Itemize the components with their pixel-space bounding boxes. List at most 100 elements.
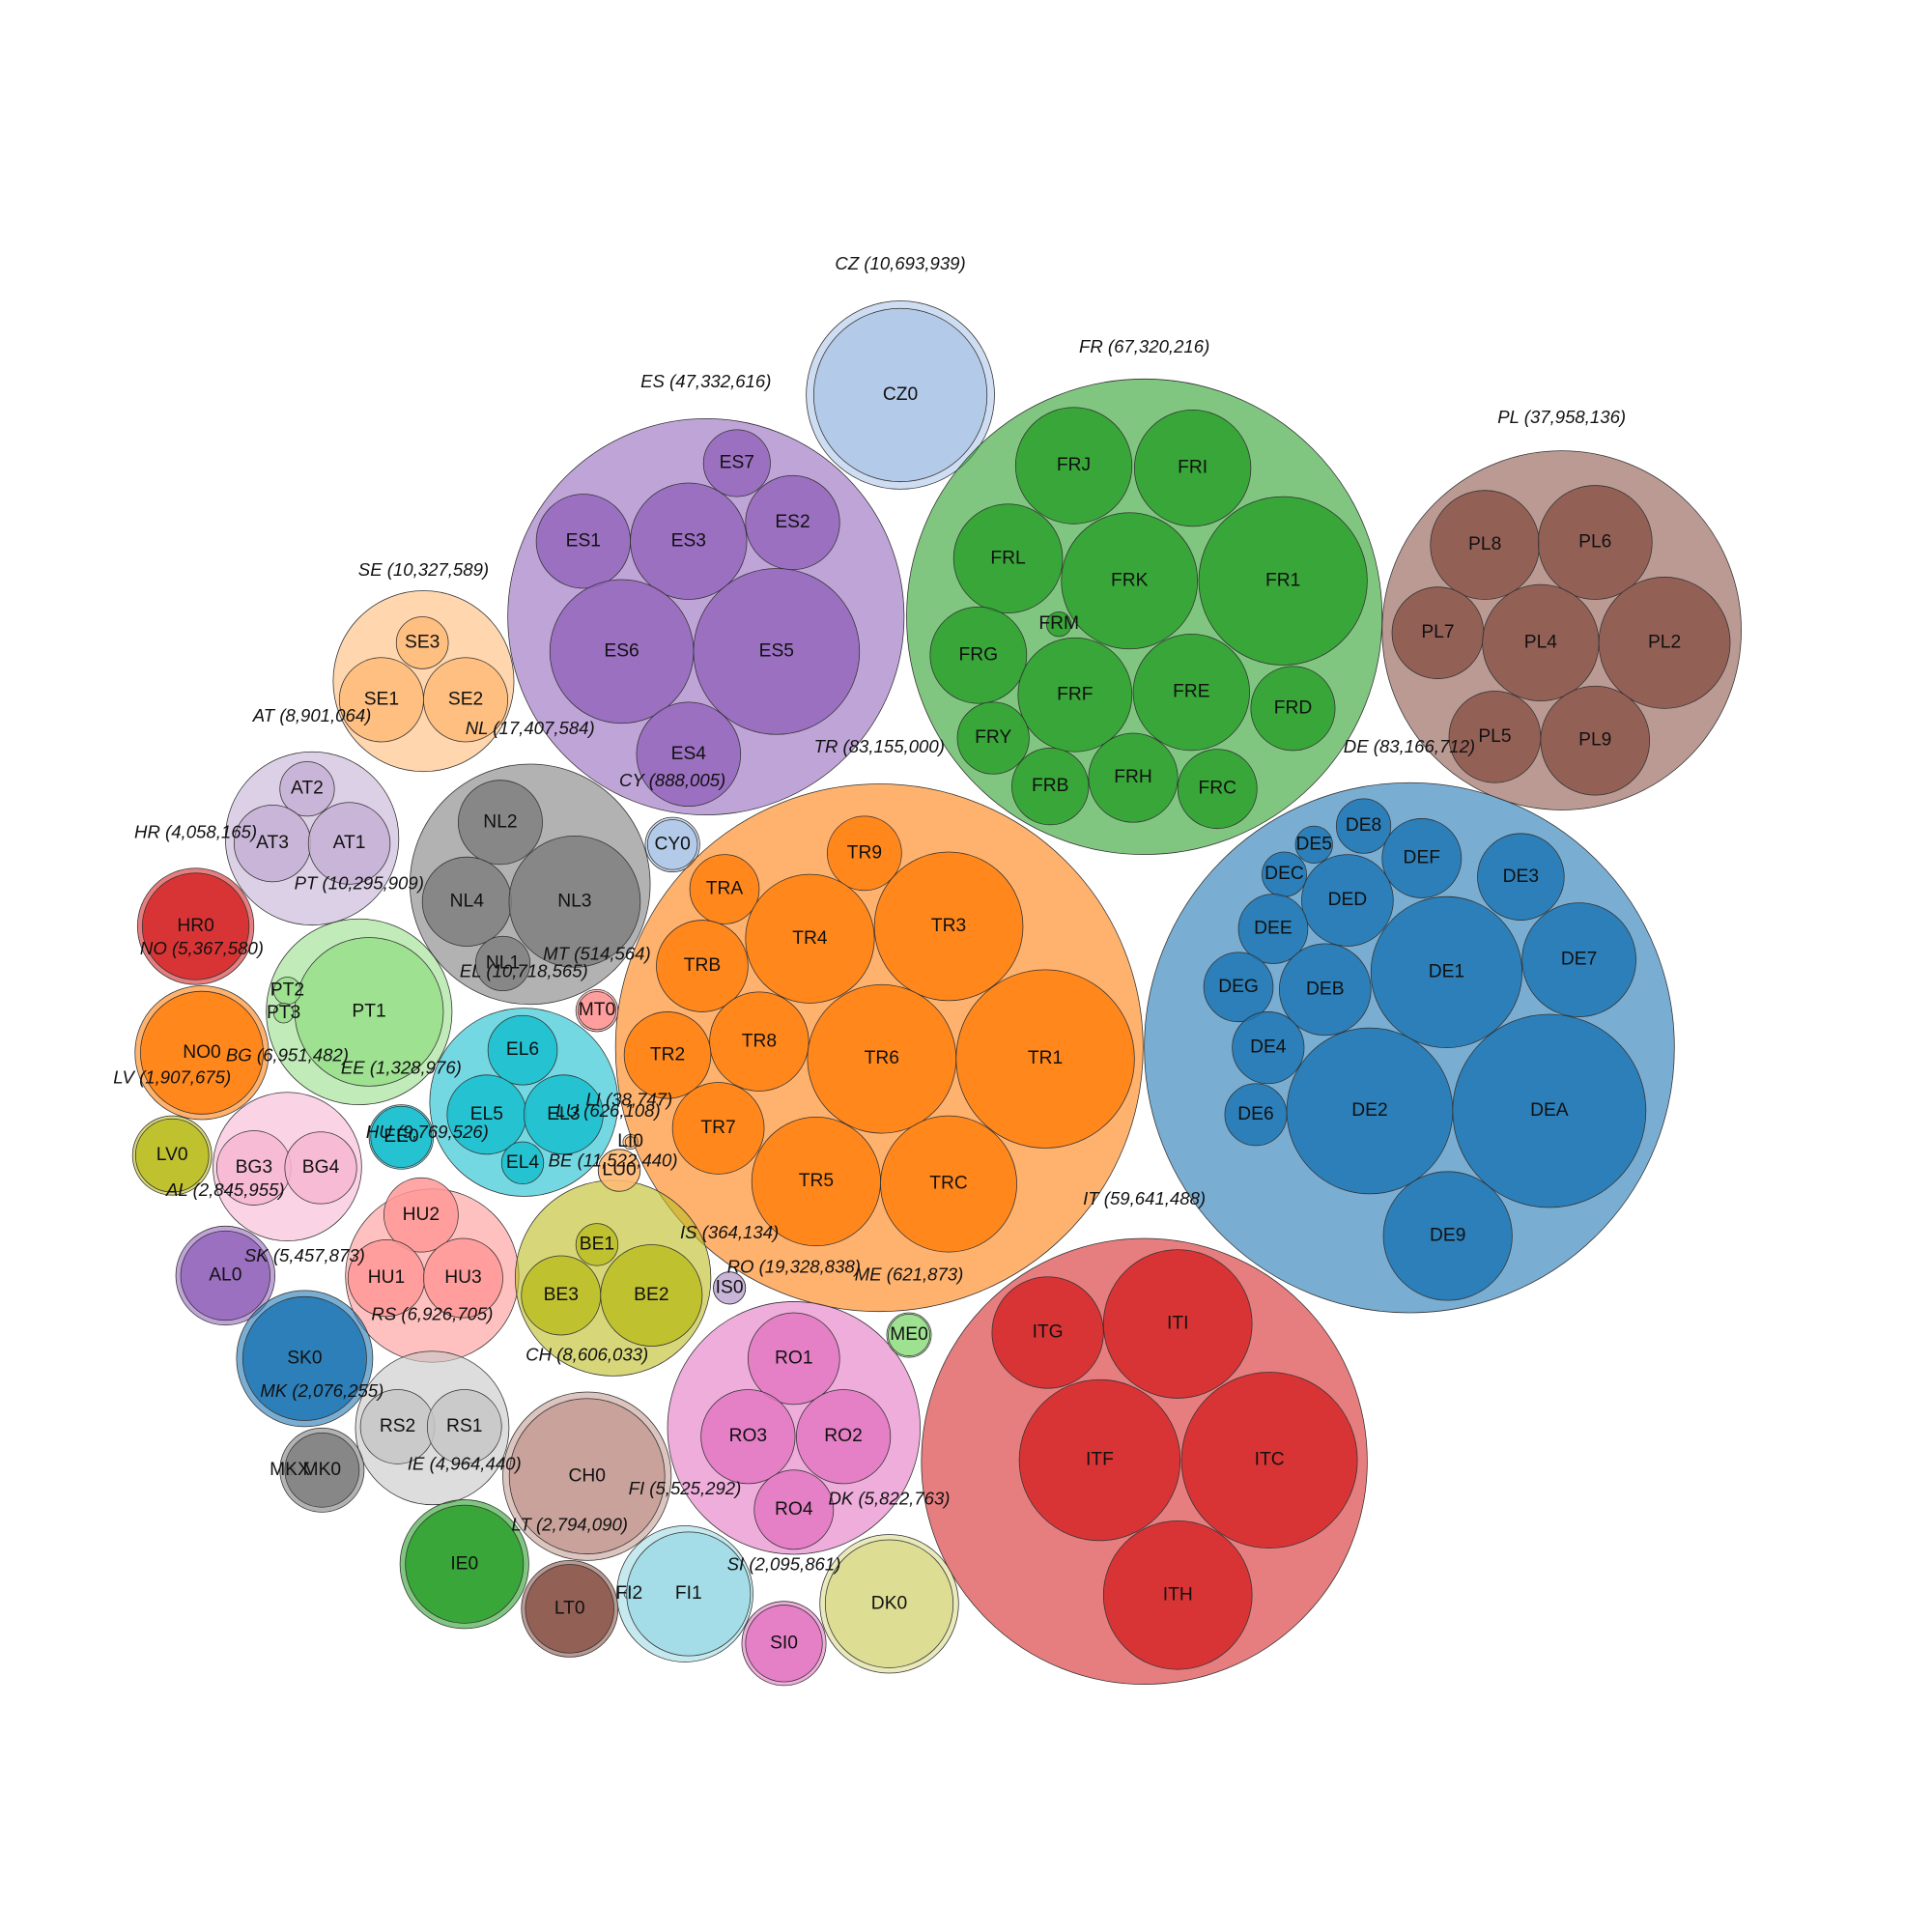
region-bubble bbox=[1335, 798, 1392, 854]
region-label: BG3 bbox=[236, 1157, 272, 1178]
region-bubble bbox=[141, 872, 250, 980]
region-bubble bbox=[1301, 854, 1394, 947]
region-label: ES1 bbox=[566, 530, 601, 551]
region-label: AL0 bbox=[209, 1265, 242, 1286]
region-label: MK0 bbox=[303, 1460, 342, 1480]
region-bubble bbox=[955, 969, 1135, 1149]
region-bubble bbox=[630, 482, 748, 600]
region-label: EL4 bbox=[506, 1152, 540, 1173]
region-label: CZ0 bbox=[883, 384, 918, 405]
region-label: CH0 bbox=[568, 1465, 605, 1486]
country-label: MT (514,564) bbox=[543, 943, 651, 963]
country-label: NO (5,367,580) bbox=[140, 938, 264, 958]
region-label: AT1 bbox=[333, 833, 366, 853]
region-label: DEG bbox=[1218, 977, 1259, 997]
region-bubble bbox=[745, 873, 875, 1004]
region-label: SE1 bbox=[364, 689, 399, 709]
region-label: DEE bbox=[1254, 919, 1293, 939]
country-label: HU (9,769,526) bbox=[366, 1122, 489, 1142]
region-bubble bbox=[242, 1295, 367, 1421]
region-label: FRF bbox=[1057, 684, 1093, 704]
country-label: MK (2,076,255) bbox=[260, 1380, 384, 1401]
region-bubble bbox=[624, 1136, 637, 1148]
region-bubble bbox=[700, 1389, 796, 1485]
country-label: EL (10,718,565) bbox=[460, 960, 588, 980]
region-bubble bbox=[508, 1398, 666, 1555]
region-label: PL4 bbox=[1524, 632, 1558, 652]
country-label: IT (59,641,488) bbox=[1083, 1188, 1206, 1208]
country-label: EE (1,328,976) bbox=[341, 1057, 462, 1077]
region-label: HR0 bbox=[177, 916, 213, 936]
region-label: DEA bbox=[1530, 1100, 1569, 1121]
region-label: RS1 bbox=[446, 1416, 482, 1436]
region-label: DE9 bbox=[1430, 1226, 1465, 1246]
region-label: TR2 bbox=[650, 1044, 685, 1065]
region-bubble bbox=[1370, 895, 1523, 1049]
region-bubble bbox=[405, 1504, 525, 1624]
region-bubble bbox=[1011, 747, 1090, 826]
region-bubble bbox=[1278, 943, 1372, 1037]
region-bubble bbox=[1177, 749, 1258, 830]
country-label: CH (8,606,033) bbox=[526, 1345, 648, 1365]
region-label: FRJ bbox=[1057, 455, 1091, 475]
region-label: ITH bbox=[1163, 1584, 1193, 1605]
region-bubble bbox=[508, 835, 641, 968]
region-bubble bbox=[140, 990, 264, 1115]
region-label: MT0 bbox=[579, 1000, 615, 1020]
region-bubble bbox=[713, 1271, 747, 1305]
region-bubble bbox=[1540, 685, 1651, 796]
region-bubble bbox=[689, 854, 760, 924]
region-label: TRA bbox=[706, 879, 744, 899]
country-label: NL (17,407,584) bbox=[466, 718, 595, 738]
region-bubble bbox=[1224, 1083, 1288, 1147]
region-label: PT3 bbox=[267, 1003, 300, 1023]
region-label: NL4 bbox=[450, 891, 485, 911]
region-label: RO3 bbox=[729, 1426, 768, 1446]
region-label: DE2 bbox=[1351, 1100, 1387, 1121]
region-label: EL6 bbox=[506, 1039, 539, 1060]
region-label: LU0 bbox=[602, 1160, 636, 1180]
region-label: FRB bbox=[1032, 776, 1068, 796]
country-label: SK (5,457,873) bbox=[244, 1245, 365, 1265]
region-label: PL9 bbox=[1578, 730, 1611, 751]
children bbox=[134, 307, 1731, 1683]
region-bubble bbox=[1232, 1011, 1305, 1085]
region-bubble bbox=[956, 701, 1030, 775]
country-label: DE (83,166,712) bbox=[1344, 736, 1475, 756]
country-label: RS (6,926,705) bbox=[371, 1303, 493, 1323]
region-bubble bbox=[395, 616, 449, 669]
country-label: ME (621,873) bbox=[855, 1264, 964, 1284]
region-label: EE0 bbox=[384, 1126, 418, 1147]
region-label: HU3 bbox=[444, 1267, 481, 1288]
region-bubble bbox=[1250, 666, 1336, 752]
country-label: LU (626,108) bbox=[555, 1100, 660, 1121]
region-bubble bbox=[134, 1118, 210, 1193]
region-label: ES3 bbox=[671, 530, 706, 551]
region-label: PT2 bbox=[270, 980, 304, 1001]
region-bubble bbox=[747, 1312, 840, 1406]
region-bubble bbox=[671, 1082, 765, 1175]
region-bubble bbox=[284, 1432, 360, 1508]
country-label: IE (4,964,440) bbox=[408, 1454, 522, 1474]
country-label: BG (6,951,482) bbox=[226, 1044, 349, 1065]
country-label: PT (10,295,909) bbox=[295, 872, 424, 893]
region-bubble bbox=[753, 1469, 835, 1550]
region-label: MKX bbox=[270, 1460, 310, 1480]
region-label: DK0 bbox=[871, 1593, 907, 1613]
region-label: LT0 bbox=[554, 1598, 585, 1618]
region-bubble bbox=[1133, 409, 1252, 527]
region-bubble bbox=[577, 991, 617, 1031]
region-bubble bbox=[1598, 577, 1731, 709]
country-label: SE (10,327,589) bbox=[358, 559, 489, 580]
region-label: PL5 bbox=[1478, 726, 1511, 747]
country-label: LT (2,794,090) bbox=[511, 1514, 627, 1534]
region-label: TR4 bbox=[792, 928, 828, 949]
region-label: FI2 bbox=[615, 1583, 642, 1604]
country-label: HR (4,058,165) bbox=[134, 822, 257, 842]
region-bubble bbox=[597, 1149, 641, 1192]
country-label: SI (2,095,861) bbox=[727, 1553, 841, 1574]
region-bubble bbox=[600, 1244, 703, 1347]
country-label: BE (11,522,440) bbox=[549, 1150, 678, 1170]
country-label: DK (5,822,763) bbox=[829, 1488, 951, 1508]
